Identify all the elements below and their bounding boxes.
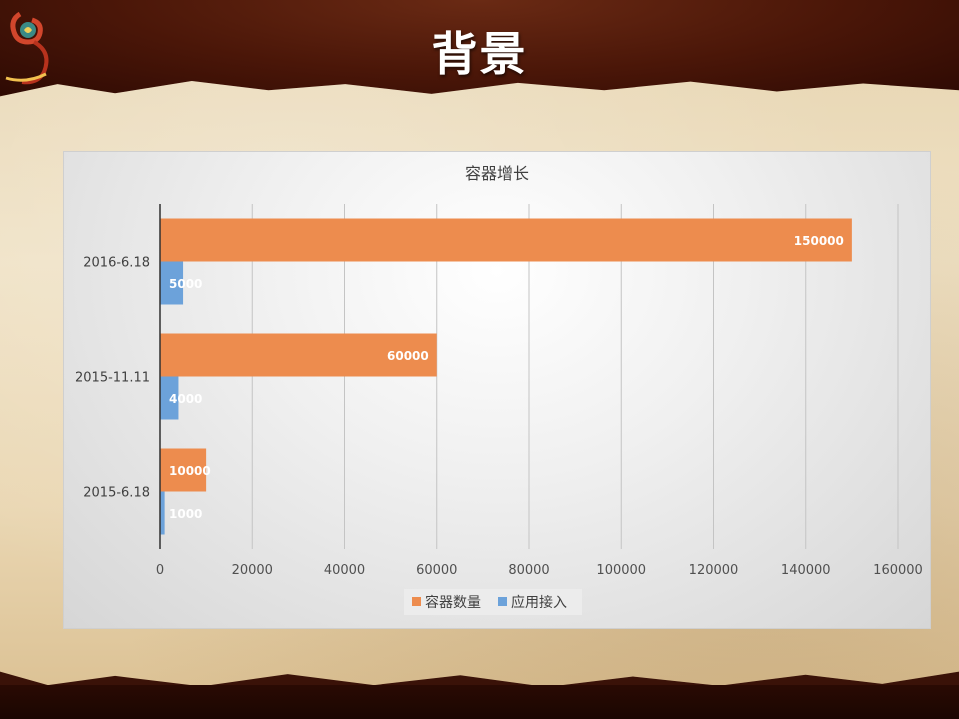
x-tick-label: 0: [156, 563, 164, 578]
data-label: 5000: [169, 277, 202, 291]
data-label: 4000: [169, 392, 202, 406]
x-tick-label: 160000: [873, 563, 923, 578]
chart-container: 容器增长 0 20000 40000 60000 80000 100000 120000 140…: [63, 151, 931, 629]
x-tick-label: 140000: [781, 563, 831, 578]
slide-title: 背景: [431, 27, 528, 81]
legend-box: [404, 589, 582, 615]
legend-swatch: [498, 597, 507, 606]
bar-apps: [160, 376, 179, 420]
data-label: 150000: [794, 234, 844, 248]
chart-title: 容器增长: [465, 164, 529, 183]
bar-chart: 容器增长 0 20000 40000 60000 80000 100000 120000 140…: [75, 164, 923, 615]
data-label: 60000: [387, 349, 429, 363]
legend-swatch: [412, 597, 421, 606]
dragon-logo-icon: [5, 11, 49, 85]
y-category-label: 2016-6.18: [83, 256, 150, 271]
bar-apps: [160, 261, 184, 305]
bar-containers: [160, 218, 852, 262]
legend-label: 应用接入: [511, 594, 567, 611]
bar-containers: [160, 333, 437, 377]
x-tick-label: 40000: [324, 563, 365, 578]
legend-label: 容器数量: [425, 594, 481, 611]
x-tick-label: 100000: [596, 563, 646, 578]
x-tick-label: 20000: [232, 563, 273, 578]
data-label: 1000: [169, 507, 202, 521]
bar-apps: [160, 491, 165, 535]
y-category-label: 2015-11.11: [75, 371, 150, 386]
x-tick-label: 60000: [416, 563, 457, 578]
slide-footer-band: [0, 685, 959, 719]
data-label: 10000: [169, 464, 211, 478]
x-tick-label: 80000: [508, 563, 549, 578]
bar-containers: [160, 448, 207, 492]
y-category-label: 2015-6.18: [83, 486, 150, 501]
slide-header-band: [0, 0, 959, 95]
x-tick-label: 120000: [689, 563, 739, 578]
